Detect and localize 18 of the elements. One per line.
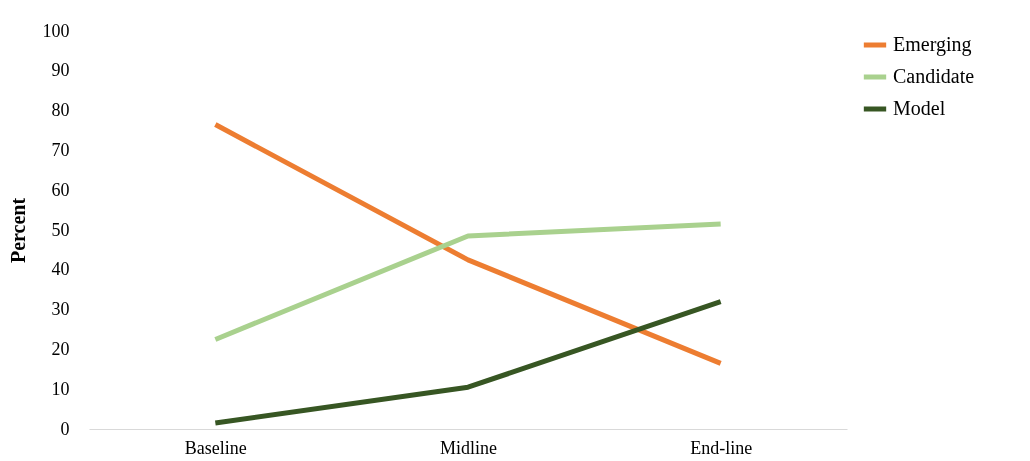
y-tick-label: 70 xyxy=(51,139,70,160)
y-tick-label: 60 xyxy=(51,179,70,200)
y-axis-title: Percent xyxy=(6,197,29,264)
y-tick-label: 50 xyxy=(51,219,70,240)
x-tick-label: Midline xyxy=(440,437,498,458)
x-tick-label: Baseline xyxy=(184,437,247,458)
x-tick-label: End-line xyxy=(690,437,753,458)
y-tick-label: 0 xyxy=(60,418,70,439)
y-tick-label: 100 xyxy=(42,20,70,41)
y-tick-label: 40 xyxy=(51,259,70,280)
y-tick-label: 20 xyxy=(51,338,70,359)
legend-label: Emerging xyxy=(893,33,972,56)
legend-label: Model xyxy=(893,97,946,119)
legend-label: Candidate xyxy=(893,65,975,87)
y-tick-label: 90 xyxy=(51,60,70,81)
y-tick-label: 10 xyxy=(51,378,70,399)
y-tick-label: 80 xyxy=(51,100,70,121)
y-tick-label: 30 xyxy=(51,299,70,320)
